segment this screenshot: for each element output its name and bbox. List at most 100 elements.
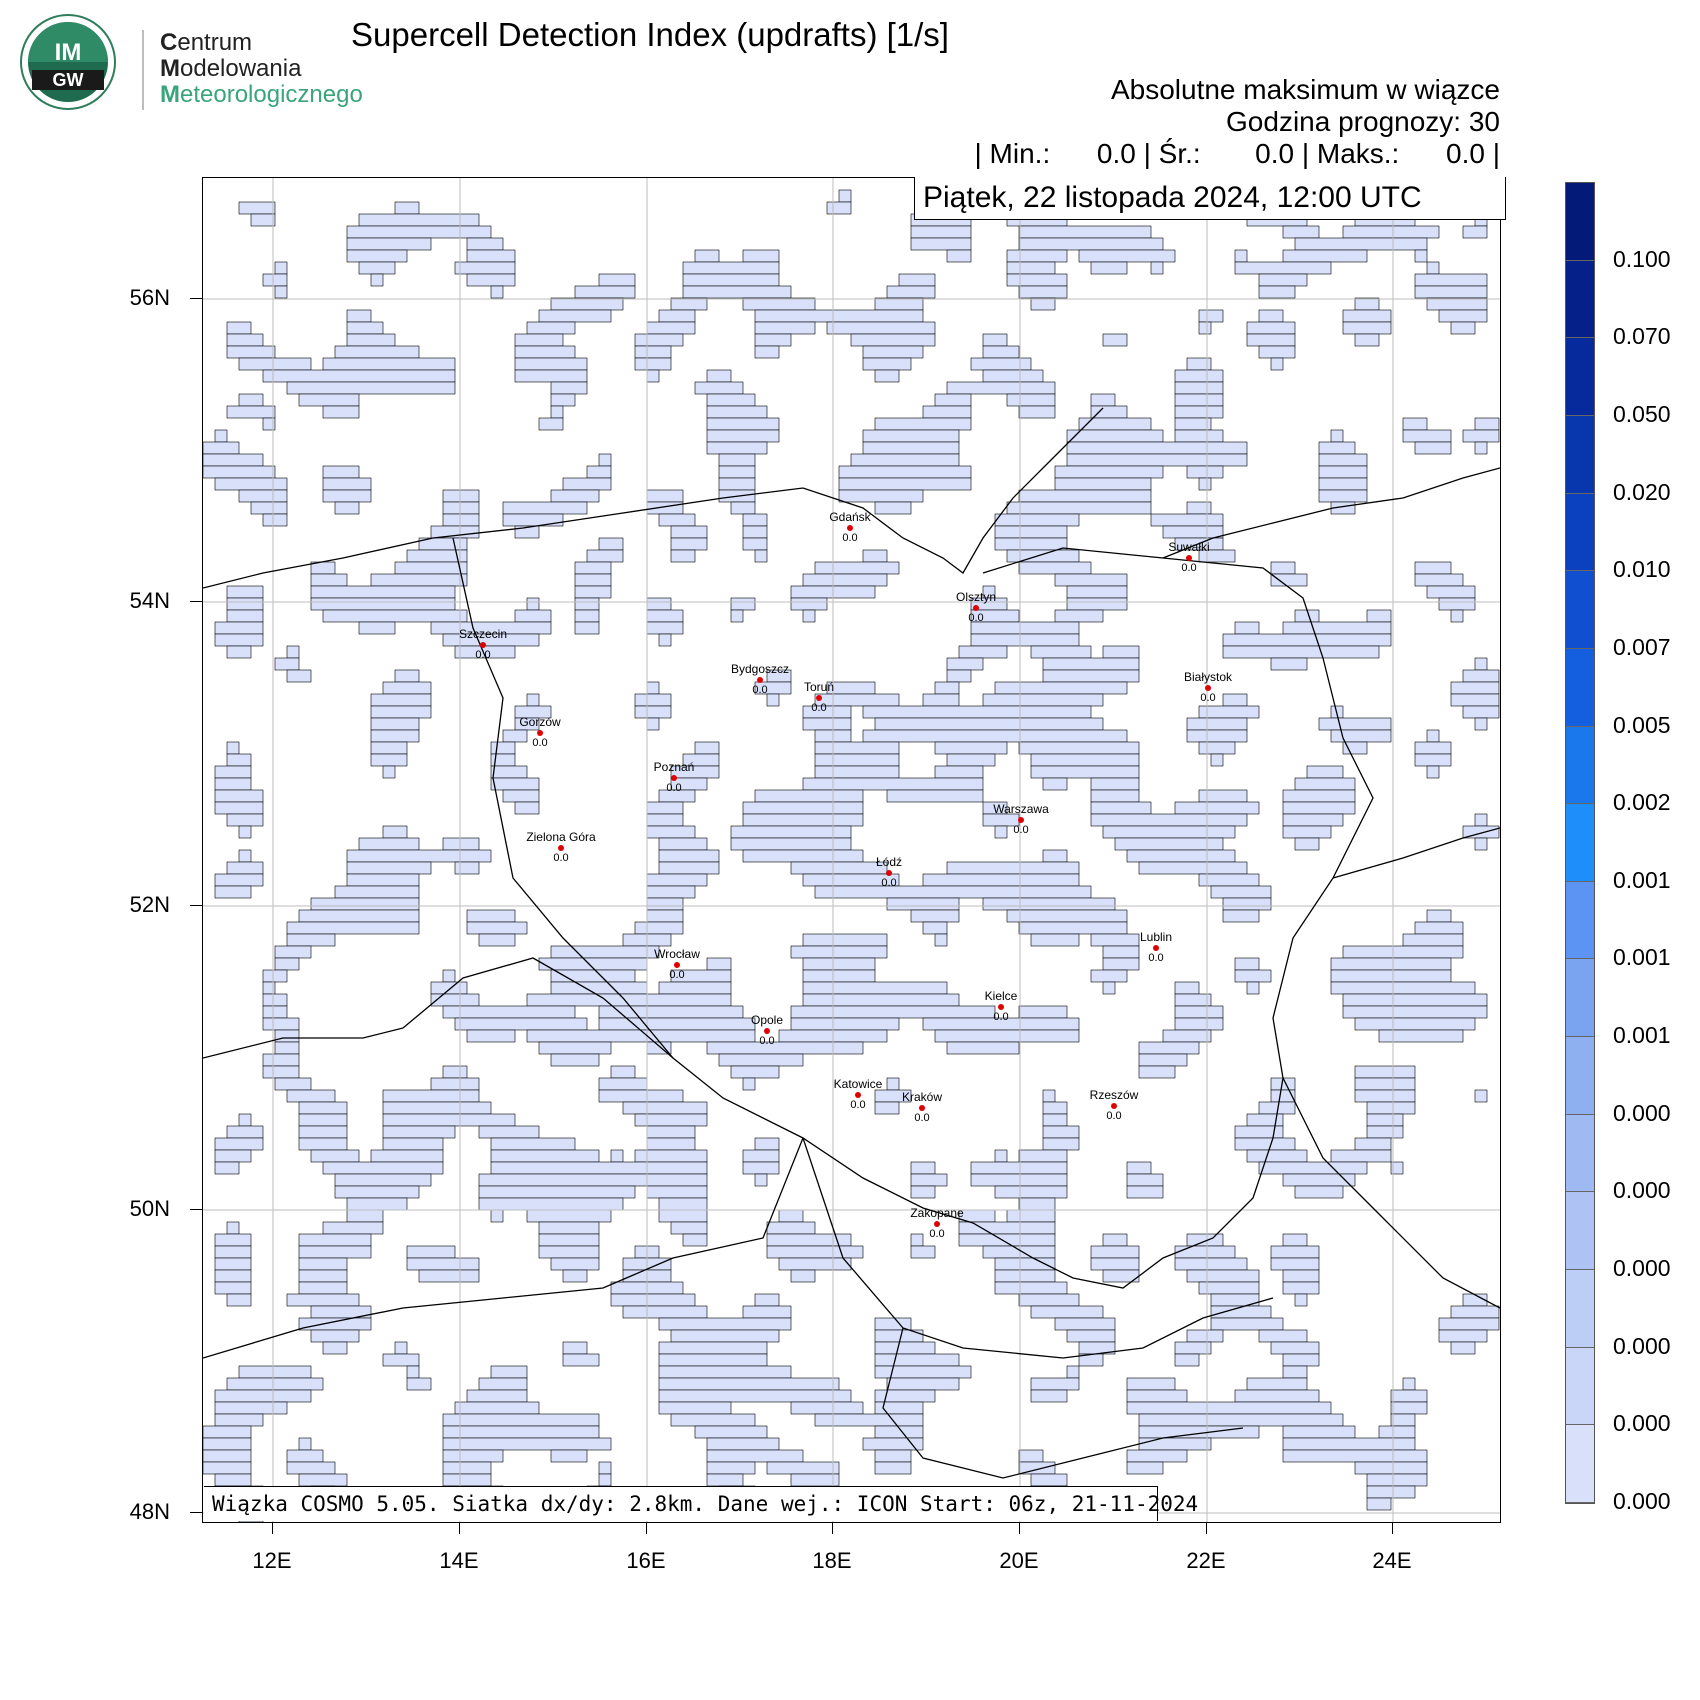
field-cell <box>934 1029 1080 1043</box>
field-cell <box>1222 897 1272 911</box>
field-cell <box>1186 465 1224 479</box>
field-cell <box>298 1113 348 1127</box>
field-cell <box>214 477 288 491</box>
field-cell <box>658 1209 708 1223</box>
field-cell <box>1174 801 1260 815</box>
field-cell <box>838 465 972 479</box>
field-cell <box>514 333 564 347</box>
field-cell <box>203 1425 252 1439</box>
field-cell <box>1222 693 1248 707</box>
colorbar-label: 0.070 <box>1613 323 1671 350</box>
latitude-label: 54N <box>129 588 170 613</box>
field-cell <box>454 861 480 875</box>
field-cell <box>214 885 252 899</box>
field-cell <box>1198 741 1236 755</box>
longitude-tick <box>1392 1522 1393 1534</box>
field-cell <box>1402 1377 1416 1391</box>
field-cell <box>802 957 876 971</box>
field-cell <box>670 1221 708 1235</box>
logo-line-modelowania: Modelowania <box>160 55 302 82</box>
field-cell <box>1366 609 1392 623</box>
field-cell <box>454 1017 588 1031</box>
field-cell <box>814 885 1092 899</box>
field-cell <box>1402 417 1428 431</box>
field-cell <box>1138 1413 1344 1427</box>
field-cell <box>1318 465 1368 479</box>
field-cell <box>634 1113 708 1127</box>
colorbar-swatch <box>1566 183 1594 261</box>
field-cell <box>466 1389 528 1403</box>
city-marker <box>1018 817 1024 823</box>
field-cell <box>382 1137 444 1151</box>
field-cell <box>406 1245 456 1259</box>
field-cell <box>1162 1029 1212 1043</box>
field-cell <box>322 405 360 419</box>
city-marker <box>674 962 680 968</box>
field-cell <box>1138 861 1248 875</box>
field-cell <box>646 909 684 923</box>
city-value-label: 0.0 <box>929 1228 945 1240</box>
city-marker <box>1153 945 1159 951</box>
field-cell <box>634 705 672 719</box>
field-cell <box>1426 585 1476 599</box>
field-cell <box>706 369 732 383</box>
field-cell <box>1282 789 1356 803</box>
field-cell <box>226 405 276 419</box>
logo-line-centrum: Centrum <box>160 29 253 56</box>
field-cell <box>1414 441 1452 455</box>
field-cell <box>226 333 264 347</box>
field-cell <box>274 261 288 275</box>
field-cell <box>1294 837 1320 851</box>
field-cell <box>598 453 612 467</box>
field-cell <box>1282 1365 1308 1379</box>
field-cell <box>730 1065 780 1079</box>
field-cell <box>1438 1329 1488 1343</box>
field-cell <box>850 453 960 467</box>
field-cell <box>466 273 516 287</box>
field-cell <box>298 909 420 923</box>
field-cell <box>238 849 252 863</box>
field-cell <box>226 645 252 659</box>
field-cell <box>334 1185 420 1199</box>
field-cell <box>442 969 456 983</box>
field-cell <box>646 885 696 899</box>
field-cell <box>1246 1377 1308 1391</box>
field-cell <box>1414 285 1488 299</box>
field-cell <box>1186 1329 1224 1343</box>
field-cell <box>1066 453 1248 467</box>
field-cell <box>1258 285 1296 299</box>
city-value-label: 0.0 <box>1200 692 1216 704</box>
field-cell <box>1198 873 1260 887</box>
field-cell <box>1342 309 1392 323</box>
field-cell <box>1438 309 1488 323</box>
field-cell <box>1018 285 1068 299</box>
field-cell <box>574 573 612 587</box>
colorbar-swatch <box>1566 338 1594 416</box>
field-cell <box>1426 297 1488 311</box>
field-cell <box>514 357 588 371</box>
field-cell <box>214 1137 264 1151</box>
field-cell <box>1018 921 1128 935</box>
field-cell <box>982 693 1104 707</box>
field-cell <box>274 1041 300 1055</box>
field-cell <box>430 981 468 995</box>
field-cell <box>370 273 384 287</box>
field-cell <box>1138 1041 1200 1055</box>
field-cell <box>934 741 1008 755</box>
field-cell <box>442 513 480 527</box>
field-cell <box>346 321 384 335</box>
city-value-label: 0.0 <box>842 532 858 544</box>
field-cell <box>298 1317 372 1331</box>
city-name-label: Bydgoszcz <box>730 662 790 676</box>
field-cell <box>226 585 264 599</box>
imgw-emblem-icon: IM GW <box>20 14 116 110</box>
field-cell <box>262 513 288 527</box>
field-cell <box>226 861 264 875</box>
field-cell <box>910 1173 948 1187</box>
field-cell <box>490 777 540 791</box>
field-cell <box>430 1077 480 1091</box>
field-cell <box>910 909 960 923</box>
field-cell <box>1414 741 1452 755</box>
field-cell <box>526 693 540 707</box>
field-cell <box>262 993 288 1007</box>
